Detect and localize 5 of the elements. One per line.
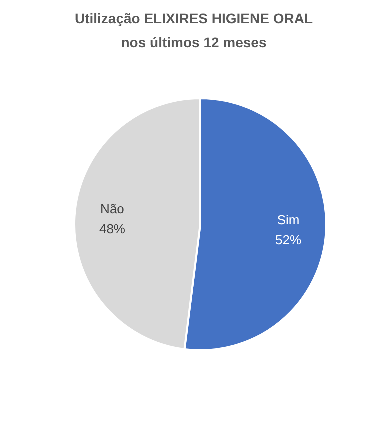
chart-title: Utilização ELIXIRES HIGIENE ORAL nos últimos 12 meses [74,10,314,50]
data-label: 48% [99,221,126,236]
slice-label: Sim [277,212,300,228]
data-label: 52% [276,232,302,248]
slice-label: Não [100,201,124,216]
